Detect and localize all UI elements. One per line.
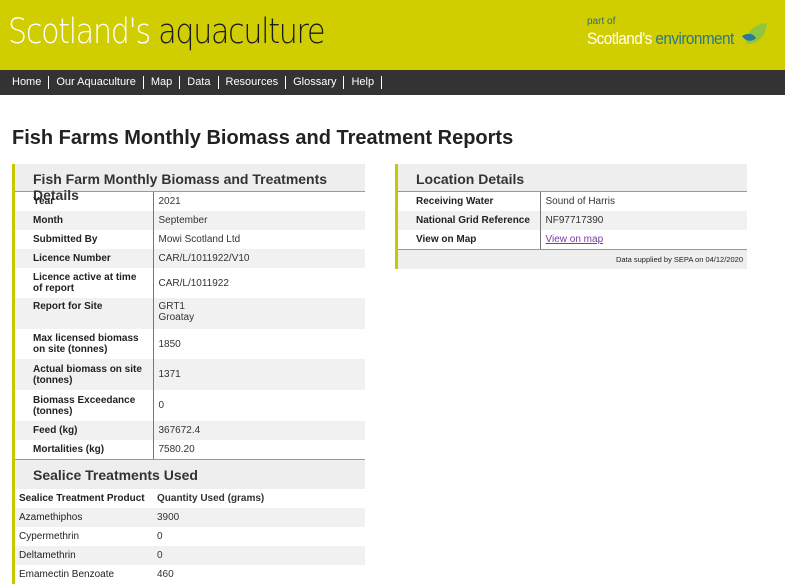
part-of-label: part of	[587, 16, 616, 27]
table-row: Actual biomass on site (tonnes) 1371	[15, 359, 365, 390]
nav-data[interactable]: Data	[180, 76, 219, 89]
details-table: Year 2021 Month September Submitted By Mowi…	[15, 192, 365, 459]
nav-help[interactable]: Help	[344, 76, 383, 89]
page-title: Fish Farms Monthly Biomass and Treatment…	[12, 127, 514, 149]
table-row: Emamectin Benzoate 460	[15, 565, 365, 584]
table-row: Mortalities (kg) 7580.20	[15, 440, 365, 459]
nav-our-aquaculture[interactable]: Our Aquaculture	[49, 76, 144, 89]
table-row: Cypermethrin 0	[15, 527, 365, 546]
table-row: Licence active at time of report CAR/L/10…	[15, 268, 365, 298]
sealice-table: Sealice Treatment Product Quantity Used (…	[15, 489, 365, 584]
table-row: Report for Site GRT1 Groatay	[15, 298, 365, 329]
table-row: Licence Number CAR/L/1011922/V10	[15, 249, 365, 268]
scotlands-environment-logo[interactable]: Scotland's environment	[587, 29, 734, 48]
location-panel: Location Details Receiving Water Sound of…	[395, 164, 747, 269]
details-panel: Fish Farm Monthly Biomass and Treatments…	[12, 164, 365, 584]
table-row: Deltamethrin 0	[15, 546, 365, 565]
nav-map[interactable]: Map	[144, 76, 181, 89]
location-title: Location Details	[398, 164, 747, 192]
table-row: Receiving Water Sound of Harris	[398, 192, 747, 211]
table-row: Feed (kg) 367672.4	[15, 421, 365, 440]
table-row: Max licensed biomass on site (tonnes) 185…	[15, 329, 365, 359]
table-row: Biomass Exceedance (tonnes) 0	[15, 390, 365, 421]
sealice-title: Sealice Treatments Used	[15, 459, 365, 489]
table-row: National Grid Reference NF97717390	[398, 211, 747, 230]
location-table: Receiving Water Sound of Harris National …	[398, 192, 747, 249]
table-header: Sealice Treatment Product Quantity Used (…	[15, 489, 365, 508]
table-row: Submitted By Mowi Scotland Ltd	[15, 230, 365, 249]
leaf-icon	[742, 23, 767, 44]
nav-glossary[interactable]: Glossary	[286, 76, 345, 89]
table-row: Azamethiphos 3900	[15, 508, 365, 527]
table-row: Year 2021	[15, 192, 365, 211]
nav-home[interactable]: Home	[5, 76, 50, 89]
data-source-note: Data supplied by SEPA on 04/12/2020	[398, 249, 747, 269]
nav-resources[interactable]: Resources	[219, 76, 287, 89]
site-banner: Scotland's aquaculture part of Scotland'…	[0, 0, 785, 70]
site-logo[interactable]: Scotland's aquaculture	[8, 12, 326, 52]
table-row: View on Map View on map	[398, 230, 747, 249]
main-nav: Home Our Aquaculture Map Data Resources …	[0, 70, 785, 95]
view-on-map-link[interactable]: View on map	[545, 234, 604, 245]
table-row: Month September	[15, 211, 365, 230]
details-title: Fish Farm Monthly Biomass and Treatments…	[15, 164, 365, 203]
